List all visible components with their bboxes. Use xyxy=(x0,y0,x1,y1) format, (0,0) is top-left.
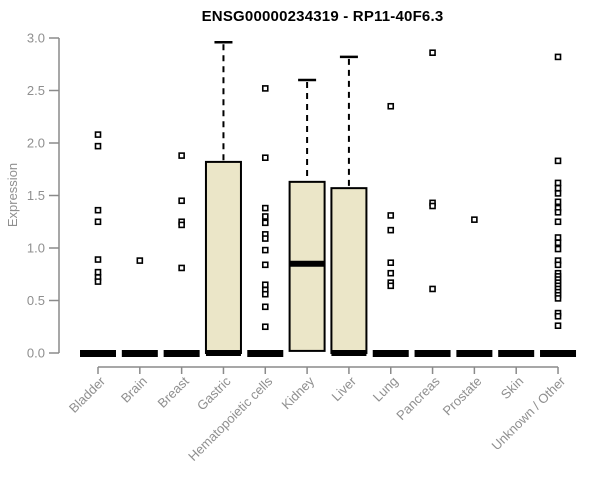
outlier-point xyxy=(387,282,395,290)
flat-bar-prostate xyxy=(456,350,493,357)
outlier-point xyxy=(261,85,269,92)
flat-bar-unknown-other xyxy=(540,350,577,357)
y-tick-label: 2.5 xyxy=(27,83,45,98)
outlier-point xyxy=(94,268,102,276)
outlier-point xyxy=(554,190,562,197)
outlier-point xyxy=(554,245,562,253)
box-liver xyxy=(330,187,368,354)
outlier-point xyxy=(554,179,562,187)
x-tick-label: Kidney xyxy=(279,373,318,412)
outlier-point xyxy=(387,226,395,234)
x-tick-label: Brain xyxy=(118,374,150,406)
outlier-point xyxy=(471,216,478,223)
flat-bar-skin xyxy=(498,350,535,357)
y-tick-label: 2.0 xyxy=(27,136,45,151)
flat-bar-brain xyxy=(121,350,158,357)
outlier-point xyxy=(261,281,269,289)
outlier-point xyxy=(387,259,395,267)
outlier-point xyxy=(554,261,562,269)
outlier-point xyxy=(261,323,269,331)
outlier-point xyxy=(261,219,269,227)
outlier-point xyxy=(261,204,269,212)
outlier-point xyxy=(554,234,562,241)
x-tick-label: Prostate xyxy=(440,374,485,419)
outlier-point xyxy=(136,257,144,264)
outlier-point xyxy=(429,49,436,57)
y-tick-label: 1.0 xyxy=(27,241,45,256)
outlier-point xyxy=(429,285,436,293)
outlier-point xyxy=(261,154,269,161)
y-tick-label: 0.0 xyxy=(27,346,45,361)
x-tick-label: Bladder xyxy=(66,373,109,416)
outlier-point xyxy=(94,256,102,263)
x-tick-label: Gastric xyxy=(194,373,234,413)
outlier-point xyxy=(554,198,562,206)
outlier-point xyxy=(94,206,102,214)
outlier-point xyxy=(554,157,562,165)
x-tick-label: Unknown / Other xyxy=(489,373,569,453)
outlier-point xyxy=(429,202,436,210)
outlier-point xyxy=(261,303,269,311)
x-tick-label: Pancreas xyxy=(393,373,443,423)
outlier-point xyxy=(94,218,102,226)
y-tick-label: 3.0 xyxy=(27,31,45,46)
outlier-point xyxy=(261,213,269,220)
x-tick-label: Liver xyxy=(329,373,360,404)
outlier-point xyxy=(554,53,562,61)
x-tick-label: Breast xyxy=(155,373,192,410)
outlier-point xyxy=(178,152,185,159)
flat-bar-breast xyxy=(163,350,200,357)
y-tick-label: 1.5 xyxy=(27,188,45,203)
flat-bar-hematopoietic-cells xyxy=(247,350,284,357)
outlier-point xyxy=(178,197,185,205)
outlier-point xyxy=(554,239,562,247)
x-tick-label: Lung xyxy=(370,374,401,405)
outlier-point xyxy=(94,131,102,138)
outlier-point xyxy=(261,246,269,254)
outlier-point xyxy=(261,261,269,269)
y-tick-label: 0.5 xyxy=(27,293,45,308)
outlier-point xyxy=(554,312,562,320)
outlier-point xyxy=(261,290,269,298)
outlier-point xyxy=(554,295,562,302)
outlier-point xyxy=(94,142,102,150)
outlier-point xyxy=(554,209,562,216)
outlier-point xyxy=(387,102,395,110)
outlier-point xyxy=(554,184,562,192)
outlier-point xyxy=(94,278,102,285)
outlier-point xyxy=(387,269,395,277)
box-gastric xyxy=(204,160,242,354)
x-tick-label: Skin xyxy=(498,374,526,402)
flat-bar-bladder xyxy=(80,350,116,357)
outlier-point xyxy=(261,235,269,242)
outlier-point xyxy=(387,212,395,219)
outlier-point xyxy=(178,221,185,229)
flat-bar-lung xyxy=(372,350,409,357)
flat-bar-pancreas xyxy=(414,350,451,357)
outlier-point xyxy=(554,218,562,226)
chart-title: ENSG00000234319 - RP11-40F6.3 xyxy=(201,8,444,25)
outlier-point xyxy=(178,264,185,272)
outlier-point xyxy=(554,322,562,330)
